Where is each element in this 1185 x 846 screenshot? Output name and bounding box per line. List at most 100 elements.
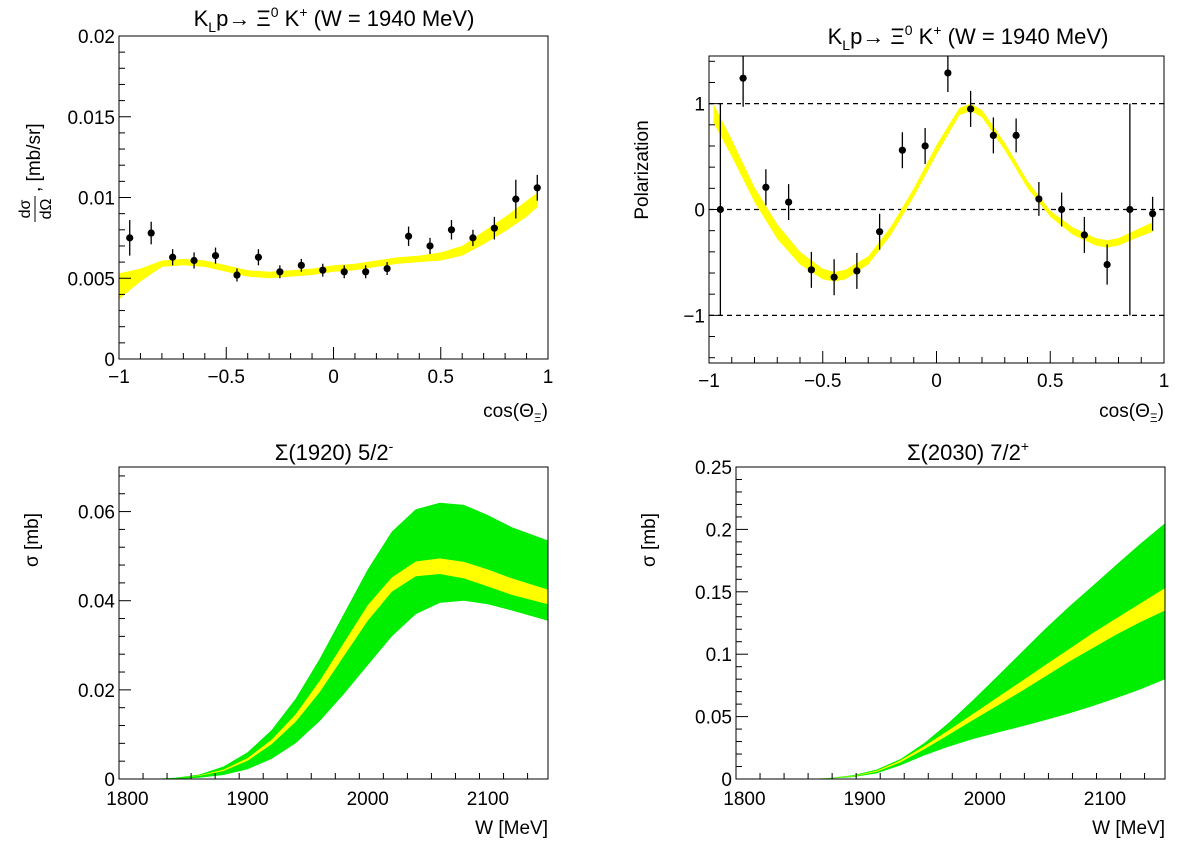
- polarization-data-point: [1149, 210, 1157, 218]
- dsigma-data-point: [276, 268, 284, 276]
- polarization-data-point: [853, 267, 861, 275]
- dsigma-y-tick-label: 0.01: [78, 189, 115, 210]
- polarization-y-tick-label: 1: [694, 95, 705, 116]
- panel-sigma2030-plot: [804, 523, 1165, 779]
- dsigma-x-tick-label: 0: [328, 367, 339, 388]
- dsigma-yellow-band: [119, 192, 538, 300]
- polarization-data-point: [1035, 195, 1043, 203]
- dsigma-data-point: [211, 252, 220, 260]
- dsigma-data-point: [297, 261, 305, 269]
- polarization-data-point: [1012, 131, 1020, 139]
- panel-sigma2030-title: Σ(2030) 7/2+: [907, 438, 1029, 465]
- polarization-x-tick-label: −1: [698, 371, 720, 392]
- sigma1920-y-tick-label: 0: [104, 770, 115, 791]
- polarization-data-point: [739, 74, 747, 82]
- dsigma-data-point: [512, 195, 520, 203]
- polarization-yellow-band: [713, 103, 1153, 282]
- polarization-data-point: [944, 69, 952, 77]
- panel-sigma1920: Σ(1920) 5/2- σ [mb] W [MeV] 1800 1900 2000…: [22, 438, 549, 839]
- panel-sigma2030-ylabel: σ [mb]: [639, 513, 660, 567]
- dsigma-x-tick-label: −0.5: [207, 367, 245, 388]
- sigma2030-y-tick-label: 0.25: [695, 458, 732, 479]
- polarization-data-point: [762, 183, 770, 191]
- polarization-data-point: [989, 131, 997, 139]
- dsigma-data-point: [169, 253, 177, 261]
- panel-polarization-title: KLp→ Ξ0 K+ (W = 1940 MeV): [828, 22, 1109, 53]
- dsigma-data-point: [190, 256, 198, 265]
- polarization-data-point: [1080, 231, 1088, 239]
- panel-polarization: KLp→ Ξ0 K+ (W = 1940 MeV) Polarization c…: [632, 22, 1169, 425]
- panel-polarization-ylabel: Polarization: [632, 120, 653, 219]
- panel-dsigma-frame: [118, 35, 549, 360]
- panel-dsigma-plot: [119, 174, 541, 300]
- polarization-data-point: [876, 228, 884, 236]
- panel-sigma1920-frame: [118, 466, 549, 780]
- panel-sigma1920-xlabel: W [MeV]: [475, 818, 548, 839]
- polarization-data-point: [1058, 205, 1066, 214]
- svg-text:dΩ: dΩ: [38, 199, 55, 220]
- sigma2030-x-tick-label: 1800: [723, 789, 765, 810]
- svg-text:dσ: dσ: [17, 199, 34, 218]
- dsigma-y-tick-label: 0: [104, 350, 115, 371]
- sigma2030-y-tick-label: 0.2: [706, 520, 732, 541]
- sigma1920-yellow-band: [151, 558, 548, 779]
- sigma1920-x-tick-label: 1900: [226, 789, 268, 810]
- panel-polarization-plot: [709, 56, 1164, 316]
- sigma2030-x-tick-label: 2000: [964, 789, 1006, 810]
- sigma2030-green-band: [804, 523, 1165, 779]
- panel-sigma1920-ylabel: σ [mb]: [22, 513, 43, 567]
- polarization-y-tick-label: 0: [694, 201, 705, 222]
- dsigma-data-point: [233, 271, 241, 279]
- dsigma-data-point: [126, 234, 134, 242]
- dsigma-data-point: [383, 264, 391, 273]
- polarization-data-point: [807, 266, 815, 274]
- dsigma-data-point: [404, 232, 413, 240]
- dsigma-data-point: [469, 234, 477, 242]
- dsigma-data-point: [490, 224, 498, 232]
- polarization-x-tick-label: 0: [931, 371, 942, 392]
- sigma2030-y-tick-label: 0.05: [695, 708, 732, 729]
- dsigma-data-point: [362, 268, 370, 276]
- polarization-data-point: [898, 146, 906, 154]
- polarization-data-point: [1103, 260, 1111, 269]
- polarization-data-point: [830, 273, 838, 281]
- dsigma-data-point: [426, 242, 434, 250]
- polarization-y-tick-label: −1: [683, 306, 705, 327]
- dsigma-data-point: [147, 229, 155, 237]
- sigma1920-y-tick-label: 0.04: [78, 592, 115, 613]
- dsigma-x-tick-label: −1: [108, 367, 130, 388]
- panel-polarization-xlabel: cos(ΘΞ): [1099, 401, 1164, 425]
- panel-sigma1920-plot: [151, 502, 548, 779]
- polarization-data-point: [1126, 205, 1134, 214]
- panel-sigma2030-xlabel: W [MeV]: [1092, 818, 1165, 839]
- panel-sigma2030: Σ(2030) 7/2+ σ [mb] W [MeV] 1800 1900 2000…: [639, 438, 1166, 839]
- polarization-data-point: [967, 105, 975, 113]
- panel-dsigma-title: KLp→ Ξ0 K+ (W = 1940 MeV): [194, 4, 475, 35]
- dsigma-y-tick-label: 0.02: [78, 27, 115, 48]
- dsigma-data-point: [533, 184, 541, 192]
- sigma2030-x-tick-label: 2100: [1084, 789, 1126, 810]
- panel-sigma2030-frame: [735, 466, 1166, 780]
- dsigma-data-point: [340, 268, 348, 276]
- polarization-data-point: [921, 142, 929, 150]
- sigma1920-y-tick-label: 0.06: [78, 503, 115, 524]
- dsigma-data-point: [319, 266, 327, 274]
- sigma2030-x-tick-label: 1900: [843, 789, 885, 810]
- panel-dsigma-xlabel: cos(ΘΞ): [483, 401, 548, 425]
- polarization-x-tick-label: 0.5: [1037, 371, 1063, 392]
- panel-dsigma: KLp→ Ξ0 K+ (W = 1940 MeV) dσ dΩ , [mb/sr…: [17, 4, 553, 425]
- dsigma-data-point: [447, 226, 456, 234]
- sigma1920-x-tick-label: 1800: [106, 789, 148, 810]
- polarization-x-tick-label: −0.5: [804, 371, 842, 392]
- dsigma-x-tick-label: 0.5: [428, 367, 454, 388]
- dsigma-x-tick-label: 1: [543, 367, 554, 388]
- polarization-x-tick-label: 1: [1159, 371, 1170, 392]
- dsigma-data-point: [254, 253, 263, 261]
- sigma1920-y-tick-label: 0.02: [78, 681, 115, 702]
- panel-sigma1920-title: Σ(1920) 5/2-: [275, 438, 394, 465]
- panel-dsigma-ylabel: dσ dΩ , [mb/sr]: [17, 123, 55, 222]
- dsigma-y-tick-label: 0.015: [67, 108, 115, 129]
- sigma2030-y-tick-label: 0.15: [695, 583, 732, 604]
- sigma1920-x-tick-label: 2100: [467, 789, 509, 810]
